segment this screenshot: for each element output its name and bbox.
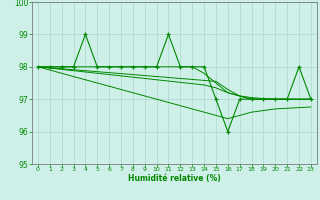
X-axis label: Humidité relative (%): Humidité relative (%) xyxy=(128,174,221,183)
